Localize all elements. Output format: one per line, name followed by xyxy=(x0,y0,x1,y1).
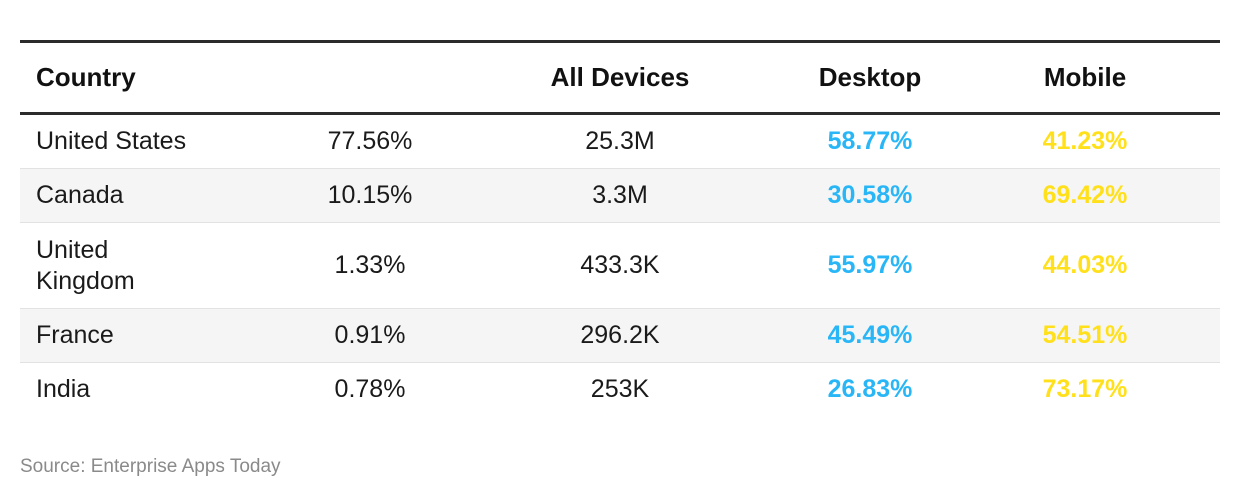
cell-mobile: 54.51% xyxy=(950,308,1220,363)
cell-country: United Kingdom xyxy=(20,222,290,309)
cell-country: France xyxy=(20,308,290,363)
table-header: Country All Devices Desktop Mobile xyxy=(20,41,1220,114)
table-row: United Kingdom 1.33% 433.3K 55.97% 44.03% xyxy=(20,222,1220,309)
cell-desktop: 30.58% xyxy=(790,168,950,223)
header-row: Country All Devices Desktop Mobile xyxy=(20,41,1220,114)
cell-share: 10.15% xyxy=(290,168,450,223)
table-row: Canada 10.15% 3.3M 30.58% 69.42% xyxy=(20,168,1220,223)
cell-share: 0.78% xyxy=(334,375,406,403)
table-row: United States 77.56% 25.3M 58.77% 41.23% xyxy=(20,113,1220,169)
cell-desktop: 45.49% xyxy=(790,308,950,363)
table-row: France 0.91% 296.2K 45.49% 54.51% xyxy=(20,308,1220,363)
cell-all-devices: 433.3K xyxy=(450,222,790,309)
header-share xyxy=(290,42,450,114)
cell-share: 1.33% xyxy=(290,222,450,309)
cell-all-devices: 296.2K xyxy=(450,308,790,363)
cell-share: 0.91% xyxy=(290,308,450,363)
cell-desktop: 26.83% xyxy=(827,375,913,403)
table-row: India 0.78% 253K 26.83% 73.17% xyxy=(20,363,1220,417)
cell-desktop: 58.77% xyxy=(790,113,950,169)
cell-country: India xyxy=(36,375,91,403)
cell-country: Canada xyxy=(20,168,290,223)
header-all-devices: All Devices xyxy=(550,62,690,92)
header-desktop: Desktop xyxy=(818,62,922,92)
traffic-by-country-table: Country All Devices Desktop Mobile Unite… xyxy=(20,40,1220,416)
cell-mobile: 41.23% xyxy=(950,113,1220,169)
cell-all-devices: 253K xyxy=(590,375,650,403)
header-country: Country xyxy=(36,62,136,92)
source-note: Source: Enterprise Apps Today xyxy=(20,456,281,477)
cell-country: United States xyxy=(20,113,290,169)
cell-desktop: 55.97% xyxy=(790,222,950,309)
cell-mobile: 73.17% xyxy=(1042,375,1128,403)
cell-mobile: 44.03% xyxy=(950,222,1220,309)
cell-mobile: 69.42% xyxy=(950,168,1220,223)
cell-share: 77.56% xyxy=(290,113,450,169)
cell-all-devices: 25.3M xyxy=(450,113,790,169)
header-mobile: Mobile xyxy=(1043,62,1127,92)
traffic-table-container: Country All Devices Desktop Mobile Unite… xyxy=(20,40,1220,416)
table-body: United States 77.56% 25.3M 58.77% 41.23%… xyxy=(20,113,1220,417)
cell-all-devices: 3.3M xyxy=(450,168,790,223)
